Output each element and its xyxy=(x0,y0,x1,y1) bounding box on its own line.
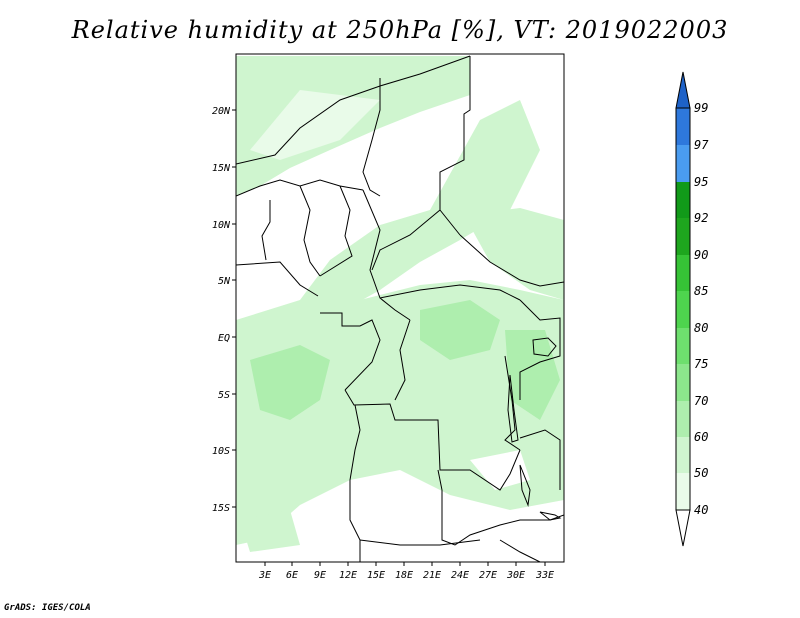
colorbar-segment xyxy=(676,401,690,437)
humidity-band-central-darker xyxy=(420,300,500,360)
colorbar-segment xyxy=(676,291,690,328)
credit-text: GrADS: IGES/COLA xyxy=(4,603,91,613)
lat-label: 10N xyxy=(212,220,231,231)
humidity-patch-southwest xyxy=(240,510,300,552)
colorbar-segment xyxy=(676,473,690,510)
lat-label: 5N xyxy=(218,276,231,287)
colorbar-segment xyxy=(676,145,690,182)
colorbar-labels: 99 97 95 92 90 85 80 75 70 60 50 40 xyxy=(694,101,709,517)
colorbar-segment xyxy=(676,328,690,364)
colorbar-label: 40 xyxy=(694,503,708,517)
lon-label: 30E xyxy=(506,570,525,581)
colorbar-label: 95 xyxy=(694,175,708,189)
humidity-field xyxy=(236,56,564,552)
colorbar-label: 75 xyxy=(694,357,708,371)
lakes xyxy=(507,337,562,521)
lon-label: 9E xyxy=(314,570,326,581)
latitude-ticks xyxy=(232,109,236,508)
lon-label: 24E xyxy=(451,570,469,581)
humidity-band-east xyxy=(464,208,564,300)
lon-label: 3E xyxy=(258,570,271,581)
colorbar-segment xyxy=(676,364,690,401)
colorbar-segment xyxy=(676,108,690,145)
colorbar-label: 60 xyxy=(694,430,708,444)
colorbar: 99 97 95 92 90 85 80 75 70 60 50 40 xyxy=(675,71,709,547)
colorbar-top-arrow xyxy=(675,71,691,109)
lat-label: 15N xyxy=(212,163,231,174)
lat-label: 10S xyxy=(212,446,230,457)
longitude-ticks xyxy=(264,562,546,566)
lon-label: 18E xyxy=(395,570,413,581)
colorbar-bottom-arrow xyxy=(675,509,691,547)
colorbar-segment xyxy=(676,255,690,291)
colorbar-segment xyxy=(676,437,690,473)
lat-label: 20N xyxy=(212,106,231,117)
colorbar-outline xyxy=(675,107,691,511)
lat-label: EQ xyxy=(218,333,230,344)
lon-label: 21E xyxy=(423,570,441,581)
chart-title: Relative humidity at 250hPa [%], VT: 201… xyxy=(71,16,729,44)
humidity-band-southeast-white xyxy=(470,450,530,490)
lon-label: 15E xyxy=(367,570,385,581)
colorbar-label: 85 xyxy=(694,284,708,298)
colorbar-label: 50 xyxy=(694,466,708,480)
country-borders xyxy=(236,55,564,562)
colorbar-label: 97 xyxy=(694,138,709,152)
colorbar-label: 80 xyxy=(694,321,708,335)
lon-label: 6E xyxy=(286,570,298,581)
lon-label: 12E xyxy=(339,570,357,581)
lat-label: 5S xyxy=(218,390,230,401)
colorbar-segment xyxy=(676,182,690,218)
lon-label: 27E xyxy=(479,570,497,581)
humidity-band-diagonal xyxy=(300,100,540,318)
colorbar-label: 70 xyxy=(694,394,708,408)
humidity-band-northwest-light xyxy=(250,90,380,160)
colorbar-label: 90 xyxy=(694,248,708,262)
lon-label: 33E xyxy=(535,570,554,581)
colorbar-label: 92 xyxy=(694,211,708,225)
lat-label: 15S xyxy=(212,503,230,514)
humidity-band-east-darker xyxy=(505,330,560,420)
colorbar-segment xyxy=(676,218,690,255)
map-frame xyxy=(235,53,565,563)
humidity-band-south-darker xyxy=(250,345,330,420)
longitude-axis: 3E 6E 9E 12E 15E 18E 21E 24E 27E 30E 33E xyxy=(258,570,554,581)
latitude-axis: 20N 15N 10N 5N EQ 5S 10S 15S xyxy=(212,106,231,514)
colorbar-label: 99 xyxy=(694,101,708,115)
